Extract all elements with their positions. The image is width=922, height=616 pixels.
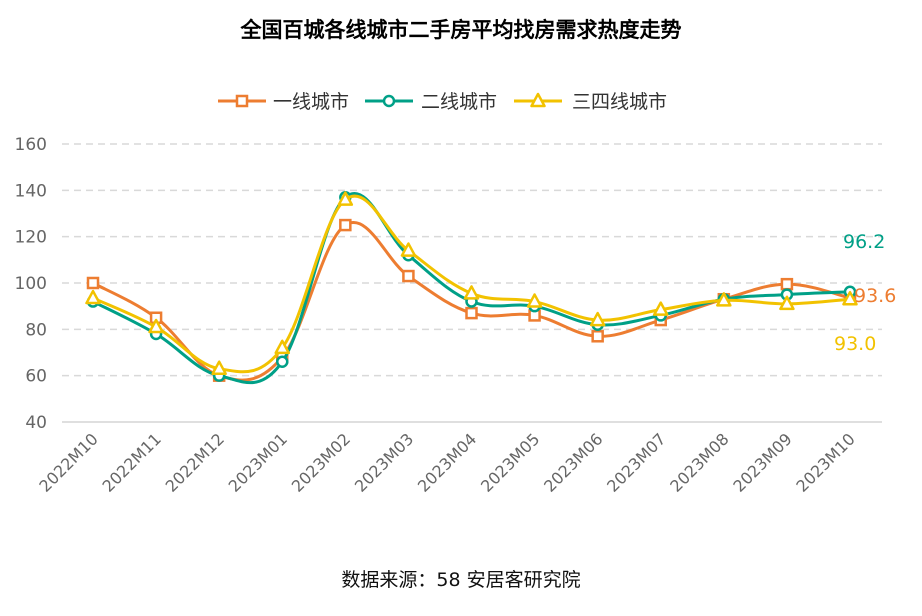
legend-marker xyxy=(382,94,396,108)
y-axis: 40 60 80 100 120 140 160 xyxy=(15,135,47,433)
series-3 xyxy=(85,191,858,375)
legend-item: 二线城市 xyxy=(365,91,497,113)
data-point xyxy=(591,330,604,343)
x-tick-label: 2023M10 xyxy=(792,429,858,495)
series-layer xyxy=(85,191,858,385)
legend-label: 二线城市 xyxy=(421,91,497,113)
x-tick-label: 2023M03 xyxy=(351,429,417,495)
legend-label: 三四线城市 xyxy=(572,91,667,113)
x-tick-label: 2022M12 xyxy=(162,429,228,495)
y-tick-label: 40 xyxy=(25,413,47,433)
data-point xyxy=(463,285,480,300)
y-tick-label: 160 xyxy=(15,135,47,155)
data-point xyxy=(339,218,352,232)
data-point xyxy=(779,295,795,311)
data-point xyxy=(85,289,101,305)
data-point xyxy=(716,292,732,307)
data-point xyxy=(402,269,415,283)
data-point xyxy=(276,355,289,369)
x-tick-label: 2023M07 xyxy=(603,429,669,495)
data-point xyxy=(400,242,417,257)
end-value-label: 96.2 xyxy=(843,231,885,253)
x-tick-label: 2022M11 xyxy=(99,429,165,495)
y-tick-label: 140 xyxy=(15,181,47,201)
legend: 一线城市 二线城市 三四线城市 xyxy=(218,91,667,113)
data-point xyxy=(86,276,100,290)
data-point xyxy=(465,306,478,320)
chart-title: 全国百城各线城市二手房平均找房需求热度走势 xyxy=(240,18,682,42)
x-axis: 2022M102022M112022M122023M012023M022023M… xyxy=(35,429,858,495)
x-tick-label: 2023M02 xyxy=(288,429,354,495)
grid xyxy=(62,143,882,423)
end-value-label: 93.0 xyxy=(834,333,876,355)
data-point xyxy=(148,318,164,334)
end-value-label: 93.6 xyxy=(854,285,896,307)
x-tick-label: 2023M04 xyxy=(414,429,480,495)
x-tick-label: 2023M05 xyxy=(477,429,543,495)
data-point xyxy=(211,360,227,375)
y-tick-label: 100 xyxy=(15,274,47,294)
x-tick-label: 2023M08 xyxy=(666,429,732,495)
legend-item: 三四线城市 xyxy=(514,91,667,113)
data-point xyxy=(526,293,543,308)
data-point xyxy=(653,301,669,316)
data-point xyxy=(780,277,794,291)
y-tick-label: 120 xyxy=(15,228,47,248)
series-line xyxy=(92,194,851,374)
data-point xyxy=(274,339,290,355)
end-labels: 93.6 96.2 93.0 xyxy=(834,231,896,355)
x-tick-label: 2023M01 xyxy=(225,429,291,495)
x-tick-label: 2022M10 xyxy=(35,429,101,495)
y-tick-label: 80 xyxy=(25,320,47,340)
y-tick-label: 60 xyxy=(25,367,47,387)
legend-label: 一线城市 xyxy=(273,91,349,113)
legend-item: 一线城市 xyxy=(218,91,349,113)
data-source: 数据来源：58 安居客研究院 xyxy=(341,569,581,591)
x-tick-label: 2023M09 xyxy=(729,429,795,495)
data-point xyxy=(589,311,606,327)
legend-marker xyxy=(235,94,249,108)
x-tick-label: 2023M06 xyxy=(540,429,606,495)
data-point xyxy=(842,290,858,306)
legend-marker xyxy=(530,92,546,108)
data-point xyxy=(337,191,354,206)
